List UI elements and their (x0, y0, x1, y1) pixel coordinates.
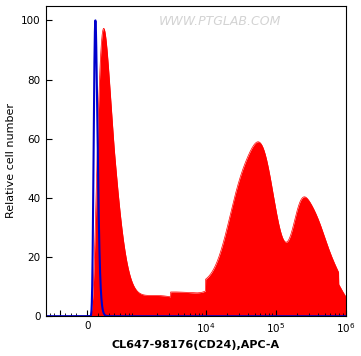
Text: WWW.PTGLAB.COM: WWW.PTGLAB.COM (158, 15, 281, 28)
X-axis label: CL647-98176(CD24),APC-A: CL647-98176(CD24),APC-A (112, 340, 280, 350)
Y-axis label: Relative cell number: Relative cell number (5, 103, 16, 218)
